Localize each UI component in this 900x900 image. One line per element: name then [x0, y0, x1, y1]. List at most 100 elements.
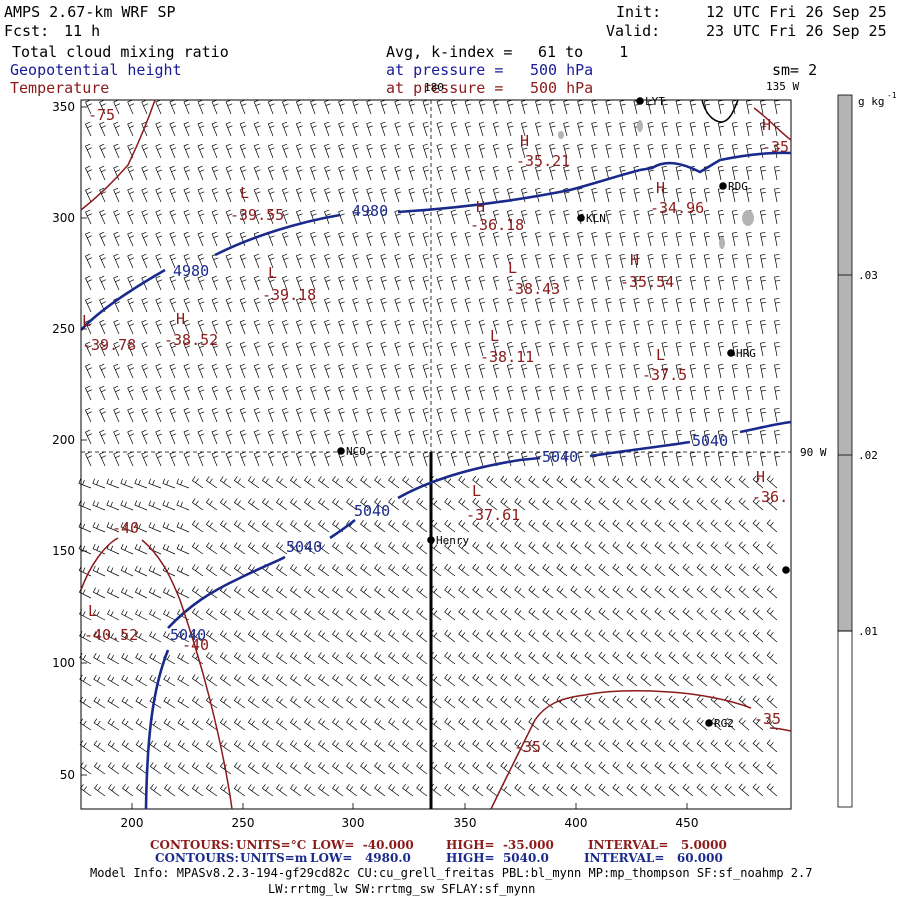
wind-barb	[253, 319, 261, 335]
wind-barb	[661, 209, 668, 225]
wind-barb	[492, 231, 500, 247]
wind-barb	[703, 209, 710, 225]
wind-barb	[219, 476, 232, 489]
wind-barb	[360, 629, 372, 643]
extremum-value: -39.55	[230, 206, 284, 224]
wind-barb	[506, 341, 514, 357]
wind-barb	[408, 253, 416, 269]
wind-barb	[267, 407, 275, 423]
wind-barb	[717, 385, 725, 401]
wind-barb	[276, 762, 288, 775]
wind-barb	[113, 385, 121, 401]
wind-barb	[304, 762, 316, 775]
wind-barb	[563, 363, 570, 379]
wind-barb	[591, 187, 598, 203]
wind-barb	[205, 476, 218, 489]
wind-barb	[318, 608, 330, 621]
wind-barb	[422, 297, 430, 313]
wind-barb	[211, 385, 219, 401]
wind-barb	[549, 99, 556, 115]
wind-barb	[528, 761, 540, 775]
wind-barb	[408, 165, 416, 181]
wind-barb	[472, 673, 484, 687]
wind-barb	[219, 718, 232, 731]
wind-barb	[626, 563, 638, 577]
wind-barb	[464, 275, 472, 291]
wind-barb	[774, 451, 781, 467]
wind-barb	[724, 783, 736, 797]
wind-barb	[717, 407, 725, 423]
x-tick-label: 350	[454, 816, 477, 830]
wind-barb	[654, 651, 666, 665]
wind-barb	[183, 407, 191, 423]
wind-barb	[436, 363, 444, 379]
wind-barb	[247, 586, 260, 599]
wind-barb	[310, 363, 317, 379]
wind-barb	[79, 631, 92, 643]
wind-barb	[394, 143, 402, 159]
wind-barb	[191, 762, 204, 775]
wind-barb	[346, 761, 358, 775]
wind-barb	[416, 629, 428, 643]
lon-label-135w: 135 W	[766, 80, 799, 93]
wind-barb	[416, 607, 428, 621]
wind-barb	[233, 586, 246, 599]
wind-barb	[738, 651, 750, 665]
wind-barb	[528, 673, 540, 687]
wind-barb	[682, 717, 694, 731]
wind-barb	[267, 253, 275, 269]
wind-barb	[92, 522, 106, 533]
wind-barb	[472, 607, 484, 621]
wind-barb	[472, 475, 484, 489]
wind-barb	[253, 451, 261, 467]
wind-barb	[374, 475, 386, 489]
wind-barb	[570, 519, 582, 533]
wind-barb	[689, 121, 696, 137]
wind-barb	[577, 451, 584, 467]
wind-barb	[99, 253, 106, 269]
wind-barb	[752, 673, 764, 687]
wind-barb	[304, 498, 316, 511]
wind-barb	[92, 587, 106, 599]
wind-barb	[506, 429, 514, 445]
wind-barb	[93, 631, 106, 643]
wind-barb	[352, 341, 359, 357]
wind-barb	[394, 363, 402, 379]
wind-barb	[324, 165, 331, 181]
wind-barb	[394, 407, 402, 423]
wind-barb	[276, 520, 288, 533]
wind-barb	[696, 651, 708, 665]
wind-barb	[774, 385, 781, 401]
wind-barb	[197, 253, 205, 269]
wind-barb	[647, 121, 654, 137]
wind-barb	[162, 478, 176, 489]
wind-barb	[332, 652, 344, 665]
wind-barb	[408, 341, 416, 357]
wind-barb	[738, 475, 750, 489]
wind-barb	[506, 143, 514, 159]
wind-barb	[774, 187, 781, 203]
wind-barb	[598, 739, 610, 753]
wind-barb	[689, 187, 696, 203]
wind-barb	[352, 231, 359, 247]
wind-barb	[492, 297, 500, 313]
y-tick-label: 350	[52, 100, 75, 114]
wind-barb	[766, 739, 778, 753]
wind-barb	[281, 165, 289, 181]
wind-barb	[661, 121, 668, 137]
wind-barb	[85, 121, 92, 137]
wind-barb	[177, 762, 190, 775]
wind-barb	[500, 739, 512, 753]
wind-barb	[464, 209, 472, 225]
init-label: Init:	[616, 3, 662, 21]
wind-barb	[478, 451, 486, 467]
wind-barb	[148, 543, 162, 555]
wind-barb	[661, 187, 668, 203]
wind-barb	[752, 629, 764, 643]
wind-barb	[520, 209, 528, 225]
wind-barb	[366, 429, 373, 445]
colorbar: g kg -1 .03 .02 .01	[837, 91, 897, 808]
wind-barb	[295, 231, 303, 247]
wind-barb	[570, 629, 582, 643]
